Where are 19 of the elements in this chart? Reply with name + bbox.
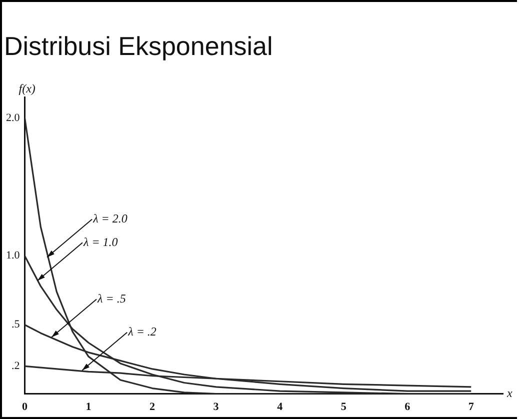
x-tick-label: 6 bbox=[404, 401, 411, 414]
x-tick-label: 7 bbox=[468, 401, 474, 414]
y-tick-label: 2.0 bbox=[6, 112, 20, 124]
x-tick-label: 3 bbox=[213, 401, 220, 414]
x-tick-label: 1 bbox=[86, 401, 92, 414]
x-tick-label: 0 bbox=[22, 401, 28, 414]
annotation: λ = 2.0 bbox=[92, 211, 128, 226]
y-tick-label: .2 bbox=[12, 360, 20, 372]
annotation: λ = 1.0 bbox=[82, 234, 118, 249]
annotation: λ = .5 bbox=[96, 291, 126, 306]
annotation: λ = .2 bbox=[127, 324, 156, 339]
y-axis-title: f(x) bbox=[18, 81, 36, 96]
x-tick-label: 5 bbox=[340, 401, 347, 414]
chart-title: Distribusi Eksponensial bbox=[4, 30, 273, 61]
x-tick-label: 2 bbox=[150, 401, 156, 414]
y-tick-label: .5 bbox=[12, 318, 20, 331]
x-axis-title: x bbox=[506, 386, 513, 400]
y-tick-label: 1.0 bbox=[6, 250, 20, 262]
x-tick-label: 4 bbox=[277, 401, 284, 414]
